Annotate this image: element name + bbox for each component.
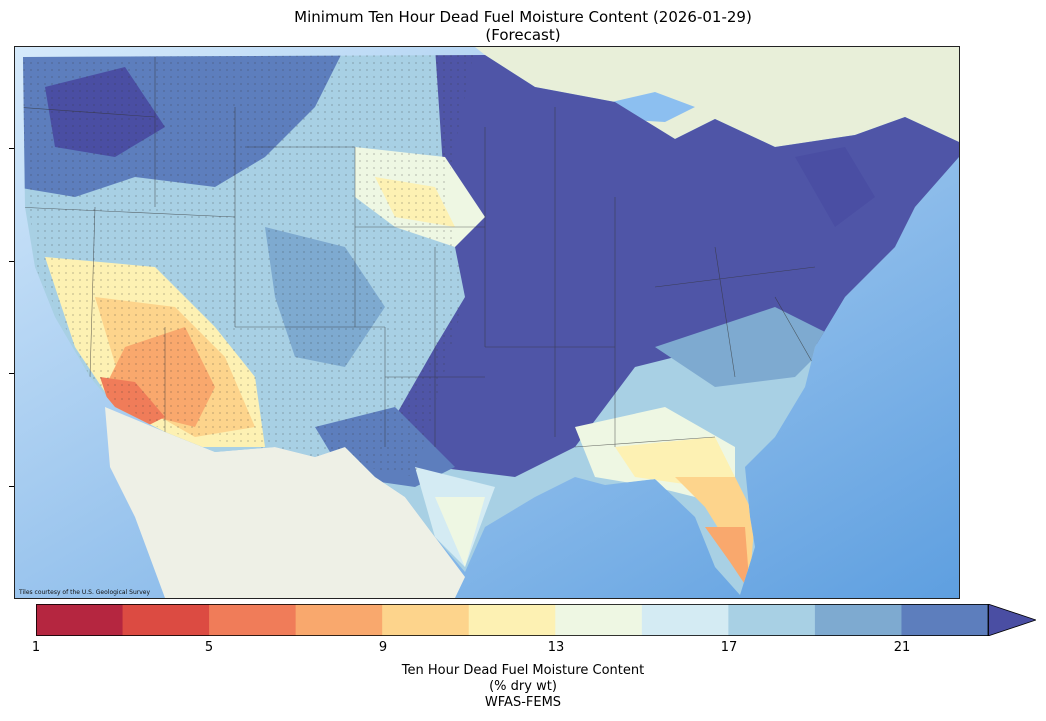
colorbar-label: Ten Hour Dead Fuel Moisture Content (% d… [0, 663, 1046, 711]
fuel-moisture-map: Tiles courtesy of the U.S. Geological Su… [15, 47, 959, 598]
colorbar-extend-arrow [987, 604, 1036, 636]
canada-land [475, 47, 959, 147]
colorbar-border [36, 604, 989, 636]
colorbar-tick-label: 9 [378, 640, 388, 655]
colorbar-bin [814, 604, 902, 636]
colorbar-bins [36, 604, 989, 636]
title-line-2: (Forecast) [485, 26, 561, 44]
colorbar-bin [468, 604, 556, 636]
colorbar-bin [36, 604, 124, 636]
y-axis-tick [9, 261, 14, 262]
colorbar-bin [382, 604, 470, 636]
colorbar [36, 604, 1036, 636]
state-boundaries [23, 57, 816, 448]
attribution-text: Tiles courtesy of the U.S. Geological Su… [18, 589, 150, 596]
map-title: Minimum Ten Hour Dead Fuel Moisture Cont… [0, 8, 1046, 44]
colorbar-bin [555, 604, 643, 636]
colorbar-bin [122, 604, 210, 636]
uncertainty-stipple [23, 55, 475, 477]
colorbar-bin [295, 604, 383, 636]
map-panel[interactable]: Tiles courtesy of the U.S. Geological Su… [14, 46, 960, 599]
y-axis-tick [9, 373, 14, 374]
title-line-1: Minimum Ten Hour Dead Fuel Moisture Cont… [294, 8, 752, 26]
colorbar-bin [209, 604, 297, 636]
mexico-land [105, 407, 465, 598]
colorbar-bin [728, 604, 816, 636]
colorbar-label-line-1: Ten Hour Dead Fuel Moisture Content [401, 663, 645, 678]
colorbar-tick-label: 1 [31, 640, 41, 655]
colorbar-bin [901, 604, 989, 636]
colorbar-label-line-3: WFAS-FEMS [484, 695, 562, 710]
colorbar-tick-label: 13 [547, 640, 565, 655]
y-axis-tick [9, 148, 14, 149]
colorbar-bin [641, 604, 729, 636]
colorbar-label-line-2: (% dry wt) [489, 679, 557, 694]
colorbar-tick-label: 5 [204, 640, 214, 655]
colorbar-tick-label: 17 [720, 640, 738, 655]
y-axis-tick [9, 486, 14, 487]
colorbar-tick-label: 21 [893, 640, 911, 655]
